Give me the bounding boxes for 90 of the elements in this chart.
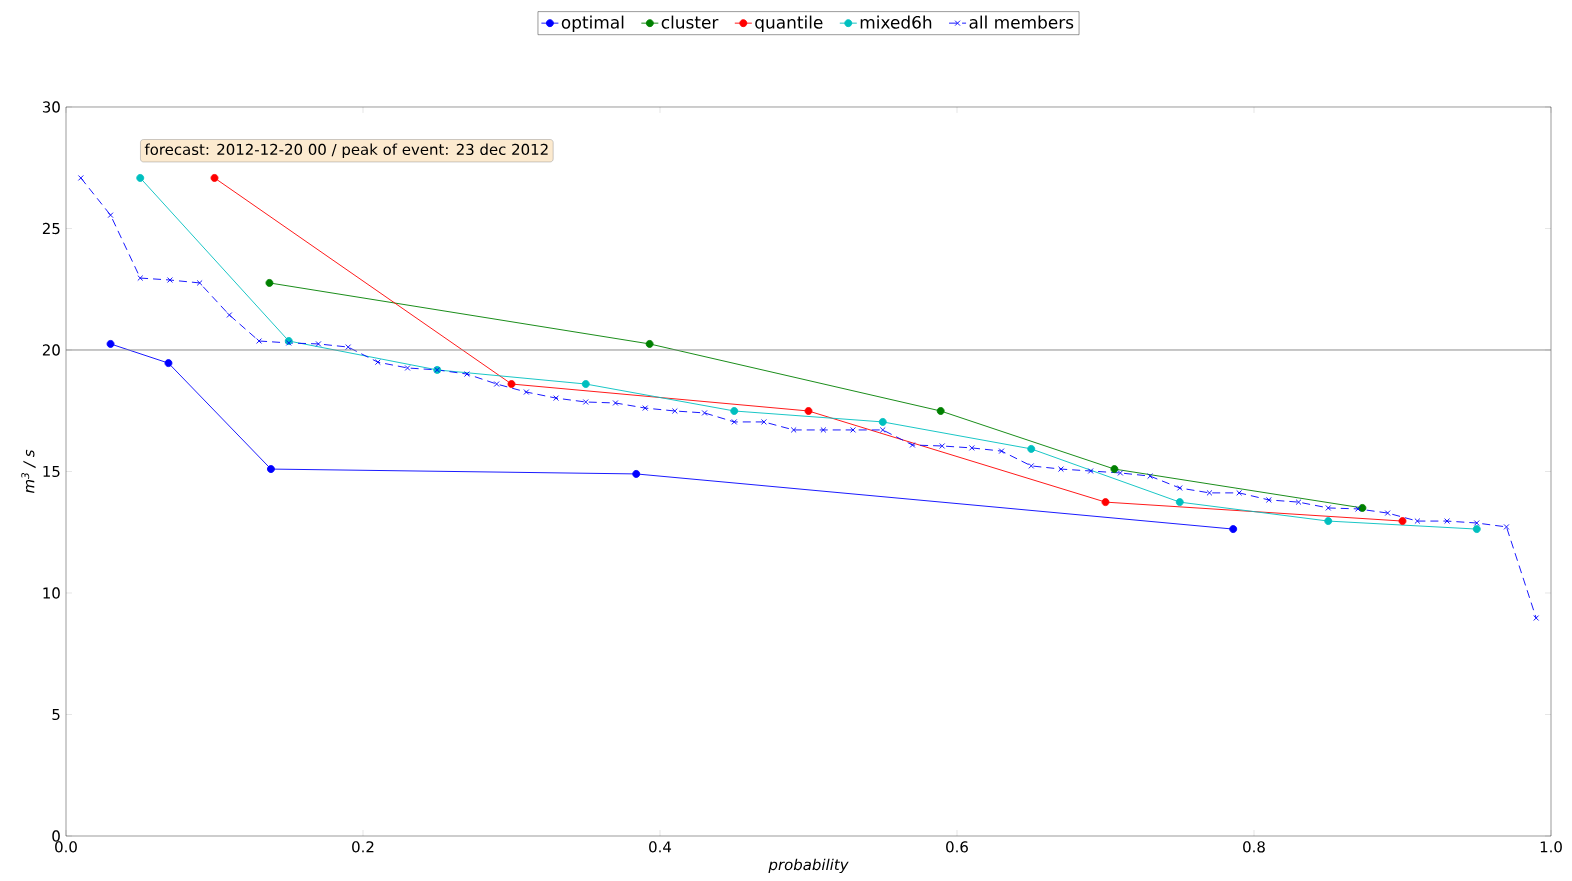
- point: [226, 312, 233, 318]
- point: [1324, 517, 1333, 526]
- point: [1027, 444, 1036, 453]
- y-tick-label: 15: [43, 465, 60, 478]
- point: [581, 380, 590, 388]
- point: [1325, 505, 1332, 511]
- point: [464, 371, 470, 377]
- point: [761, 419, 767, 425]
- point: [1147, 473, 1153, 480]
- legend-label: optimal: [561, 15, 624, 32]
- point: [1087, 468, 1094, 474]
- point: [266, 465, 275, 474]
- annotation: forecast: 2012-12-20 00 / peak of event: 23 dec 2012: [144, 143, 548, 158]
- point: [1101, 498, 1110, 507]
- point: [1028, 462, 1035, 469]
- point: [1110, 465, 1119, 474]
- point: [137, 275, 144, 281]
- x-tick-label: 0.4: [649, 841, 672, 853]
- point: [998, 448, 1005, 455]
- point: [731, 419, 738, 425]
- x-tick-label: 0.6: [946, 841, 968, 853]
- x-tick-label: 0.8: [1243, 841, 1265, 853]
- point: [106, 339, 115, 348]
- point: [1175, 498, 1184, 507]
- point: [850, 427, 856, 433]
- legend-label: quantile: [755, 15, 823, 32]
- point: [820, 427, 827, 433]
- y-axis-title: m$^{3}$ / s: [21, 449, 36, 493]
- y-tick-label: 0: [52, 830, 60, 842]
- x-tick-label: 0.2: [352, 841, 374, 853]
- x-tick-label: 0.0: [55, 841, 77, 853]
- point: [1444, 518, 1450, 524]
- point: [210, 174, 219, 182]
- point: [701, 410, 708, 416]
- point: [936, 407, 945, 415]
- legend-label: cluster: [661, 15, 719, 29]
- point: [645, 339, 654, 348]
- point: [164, 359, 173, 368]
- point: [1117, 470, 1124, 476]
- point: [632, 469, 641, 478]
- point: [1265, 497, 1272, 503]
- point: [1295, 499, 1302, 506]
- point: [1398, 517, 1407, 526]
- y-tick-label: 20: [42, 344, 60, 356]
- point: [878, 417, 887, 426]
- point: [1058, 466, 1064, 472]
- point: [804, 407, 813, 415]
- point: [196, 280, 203, 286]
- point: [730, 407, 739, 415]
- point: [671, 408, 678, 414]
- point: [523, 389, 530, 395]
- point: [374, 359, 381, 366]
- point: [1473, 520, 1480, 526]
- point: [507, 380, 516, 388]
- point: [107, 212, 114, 219]
- point: [1414, 518, 1421, 524]
- point: [1236, 489, 1243, 496]
- point: [582, 399, 589, 405]
- y-tick-label: 5: [52, 708, 60, 721]
- point: [909, 442, 916, 448]
- point: [939, 443, 946, 449]
- point: [345, 344, 352, 350]
- point: [1472, 525, 1481, 534]
- point: [879, 427, 886, 433]
- point: [136, 174, 145, 182]
- point: [790, 427, 797, 433]
- point: [265, 278, 274, 287]
- point: [642, 405, 649, 411]
- point: [1206, 489, 1213, 496]
- y-tick-label: 10: [43, 587, 60, 599]
- point: [1355, 506, 1361, 512]
- y-tick-label: 25: [42, 222, 60, 235]
- point: [553, 395, 559, 402]
- point: [1229, 525, 1238, 534]
- point: [315, 341, 322, 347]
- point: [404, 365, 411, 371]
- point: [968, 445, 975, 451]
- legend-label: mixed6h: [860, 15, 932, 29]
- x-axis-title: probability: [768, 858, 849, 874]
- y-tick-label: 30: [42, 101, 60, 113]
- point: [77, 175, 84, 181]
- point: [1384, 510, 1391, 516]
- x-tick-label: 1.0: [1540, 841, 1562, 853]
- point: [493, 381, 500, 387]
- point: [1358, 504, 1367, 512]
- point: [1533, 615, 1540, 621]
- point: [612, 400, 619, 406]
- point: [1503, 523, 1510, 530]
- point: [1176, 485, 1183, 491]
- legend-label: all members: [969, 15, 1074, 29]
